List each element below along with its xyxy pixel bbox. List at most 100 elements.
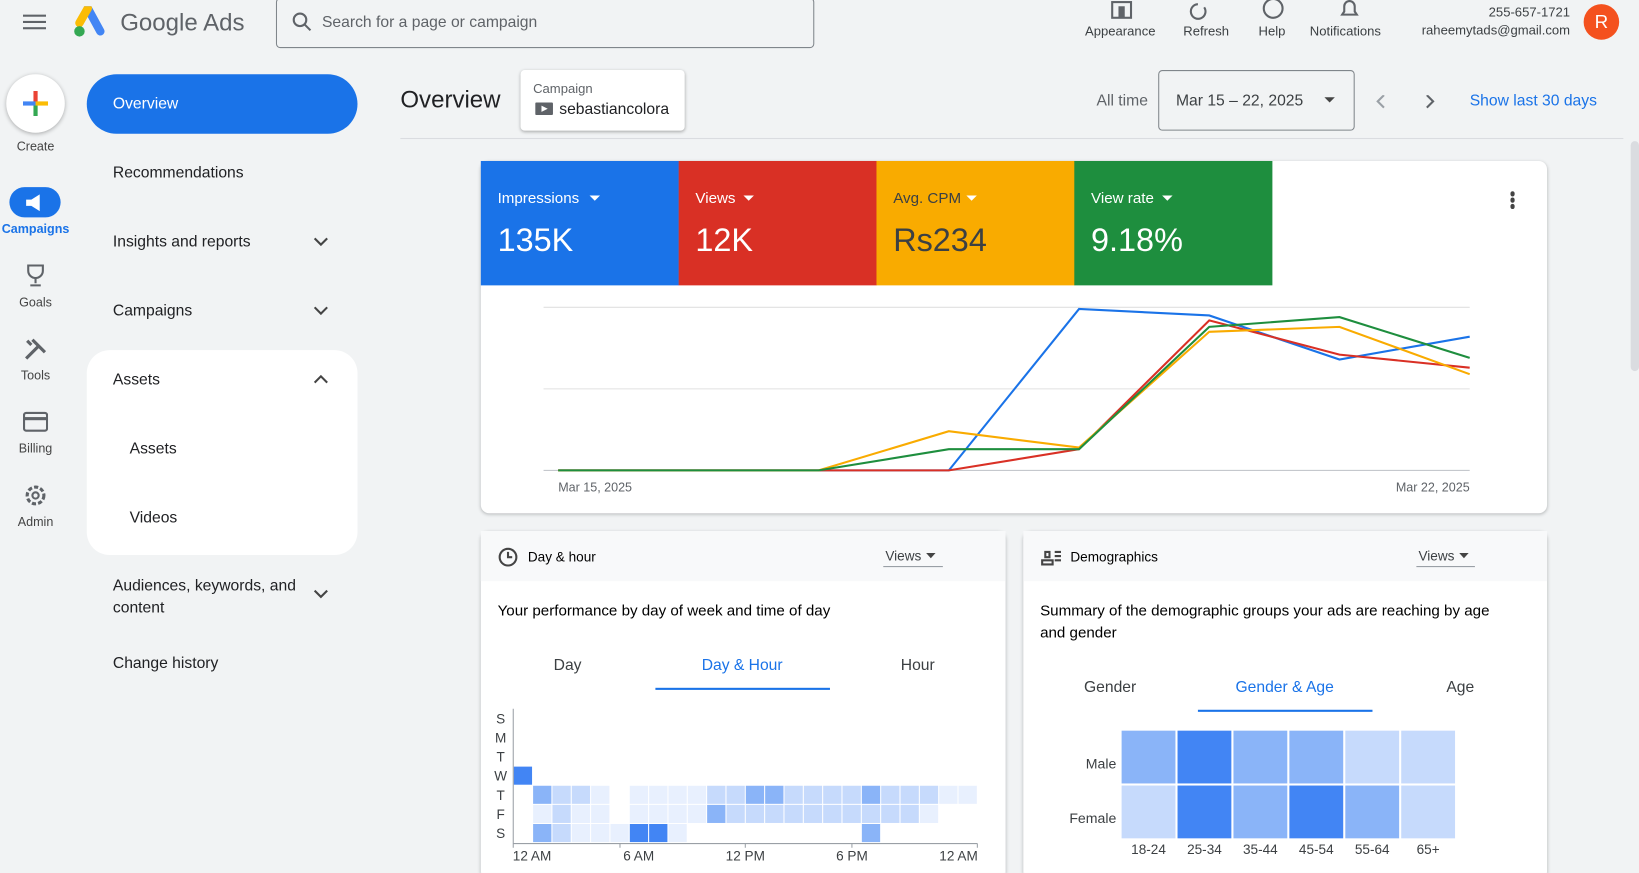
rail-tools[interactable]: Tools: [20, 367, 51, 383]
card-title: Day & hour: [528, 549, 596, 564]
heat-cell: [629, 785, 649, 804]
card-description: Summary of the demographic groups your a…: [1040, 603, 1489, 642]
range-label: All time: [1096, 91, 1148, 110]
card-metric[interactable]: Views: [885, 548, 921, 563]
help[interactable]: Help: [1258, 24, 1286, 39]
rail-goals[interactable]: Goals: [19, 294, 52, 310]
heat-cell: [707, 785, 726, 804]
campaigns-icon: [26, 194, 40, 212]
nav-item[interactable]: Campaigns: [112, 302, 193, 320]
tab[interactable]: Day & Hour: [702, 657, 783, 674]
heat-cell: [1233, 785, 1288, 839]
tab[interactable]: Gender & Age: [1235, 679, 1334, 696]
description-line: and gender: [1040, 625, 1117, 642]
date-picker[interactable]: [1158, 70, 1355, 131]
search-placeholder: Search for a page or campaign: [321, 13, 538, 32]
heat-cell: [552, 785, 571, 804]
nav-overview[interactable]: Overview: [112, 95, 179, 113]
heat-cell: [1289, 785, 1344, 839]
campaign-chip[interactable]: [520, 70, 685, 131]
x-tick-label: 65+: [1417, 842, 1440, 857]
heat-axes: [512, 708, 978, 848]
heat-cell: [571, 804, 591, 823]
card-title: Demographics: [1070, 549, 1158, 564]
heat-cell: [552, 804, 571, 823]
nav-subitem[interactable]: Assets: [129, 440, 177, 458]
heat-cell: [745, 804, 765, 823]
heat-cell: [784, 785, 803, 804]
heat-cell: [726, 804, 745, 823]
refresh[interactable]: Refresh: [1183, 24, 1230, 39]
metric-tile[interactable]: [1074, 160, 1273, 286]
scrollbar: [1630, 141, 1639, 372]
nav-item[interactable]: Audiences, keywords, and content: [112, 577, 296, 617]
heat-cell: [726, 785, 745, 804]
rail-billing[interactable]: Billing: [18, 441, 53, 456]
series-line: [558, 307, 1470, 472]
notifications[interactable]: Notifications: [1309, 24, 1381, 39]
heat-cell: [803, 804, 823, 823]
metric-tile[interactable]: [876, 160, 1075, 286]
heat-cell: [687, 804, 707, 823]
heat-cell: [803, 785, 823, 804]
heat-cell: [513, 766, 533, 785]
x-tick-label: 35-44: [1243, 842, 1278, 857]
tab[interactable]: Age: [1446, 679, 1474, 696]
metric-name: View rate: [1091, 190, 1154, 207]
heat-cell: [900, 785, 919, 804]
heat-cell: [823, 785, 842, 804]
heat-cell: [1345, 785, 1400, 839]
metric-name: Avg. CPM: [893, 190, 961, 207]
nav-subitem[interactable]: Videos: [129, 509, 178, 527]
row-label: T: [497, 750, 505, 765]
heat-cell: [571, 824, 591, 843]
rail-campaigns[interactable]: Campaigns: [1, 221, 70, 237]
card-metric[interactable]: Views: [1418, 548, 1454, 563]
heat-cell: [861, 824, 881, 843]
description-line: Summary of the demographic groups your a…: [1040, 603, 1489, 620]
row-label: Female: [1069, 810, 1116, 826]
x-tick-label: Mar 15, 2025: [558, 480, 632, 494]
search-icon: [292, 12, 312, 32]
search-box[interactable]: [275, 0, 815, 49]
metric-tile[interactable]: [678, 160, 877, 286]
tab-indicator: [1197, 709, 1373, 712]
card-description: Your performance by day of week and time…: [498, 603, 831, 620]
x-tick-label: 6 AM: [623, 848, 654, 863]
tab[interactable]: Day: [554, 657, 582, 674]
heat-cell: [1345, 730, 1400, 784]
heat-cell: [765, 804, 784, 823]
rail-admin[interactable]: Admin: [17, 514, 54, 529]
date-range: Mar 15 – 22, 2025: [1175, 91, 1304, 110]
heat-cell: [591, 785, 610, 804]
tab[interactable]: Hour: [901, 657, 935, 674]
heat-cell: [533, 785, 552, 804]
heat-cell: [668, 824, 687, 843]
series-line: [558, 316, 1471, 472]
heat-cell: [1121, 730, 1176, 784]
heat-cell: [629, 824, 649, 843]
heat-cell: [745, 785, 765, 804]
metric-caret: [1459, 552, 1469, 559]
rail-create[interactable]: Create: [16, 139, 55, 154]
metric-name: Impressions: [498, 190, 580, 207]
nav-item[interactable]: Recommendations: [112, 164, 244, 182]
nav-item[interactable]: Assets: [112, 371, 160, 389]
avatar[interactable]: R: [1583, 4, 1620, 40]
overview-pill[interactable]: [86, 74, 358, 134]
heat-cell: [784, 804, 803, 823]
nav-item[interactable]: Insights and reports: [112, 233, 251, 251]
nav-item[interactable]: Change history: [112, 654, 219, 673]
product-name: Google Ads: [120, 8, 245, 36]
metric-tile[interactable]: [480, 160, 679, 286]
card-header: [1023, 531, 1548, 582]
tab[interactable]: Gender: [1084, 679, 1136, 696]
tools-icon: [25, 338, 47, 360]
menu-icon[interactable]: [22, 13, 46, 32]
appearance[interactable]: Appearance: [1085, 24, 1156, 39]
heat-cell: [668, 804, 687, 823]
heat-cell: [1177, 730, 1232, 784]
show-last[interactable]: Show last 30 days: [1469, 91, 1597, 110]
heat-cell: [649, 785, 668, 804]
assets-panel: [86, 350, 358, 556]
